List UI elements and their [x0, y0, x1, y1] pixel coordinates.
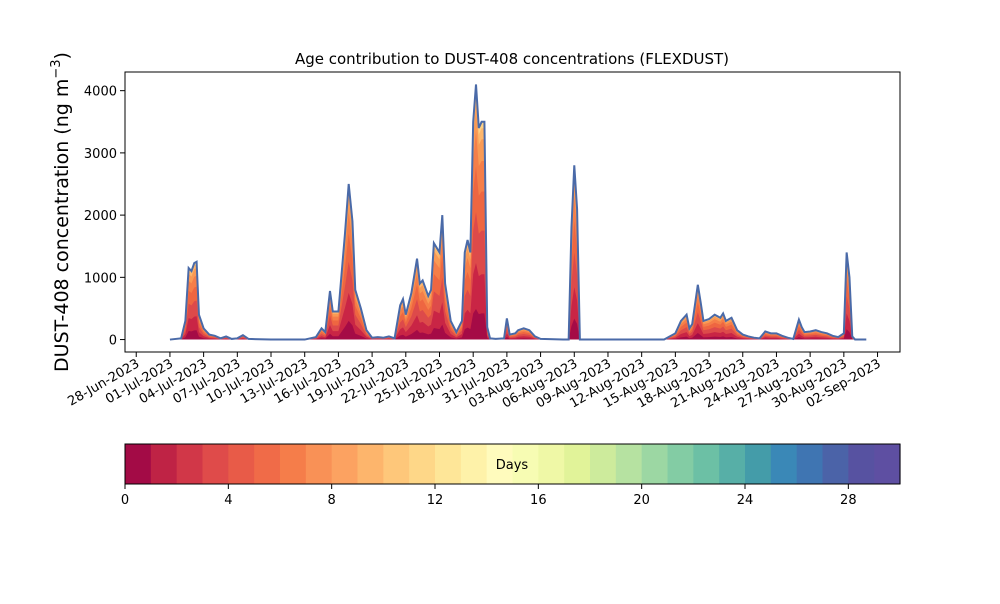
colorbar-segment — [693, 444, 720, 484]
plot-frame — [124, 71, 901, 353]
y-tick-label: 1000 — [84, 271, 117, 286]
colorbar-tick-label: 4 — [224, 493, 232, 508]
colorbar-segment — [822, 444, 849, 484]
colorbar-segment — [564, 444, 591, 484]
y-tick-label: 2000 — [84, 209, 117, 224]
y-axis-label-main: DUST-408 concentration (ng m — [51, 79, 73, 372]
plot-area — [169, 84, 867, 341]
colorbar-segment — [874, 444, 901, 484]
y-tick-label: 0 — [109, 334, 117, 349]
colorbar-segment — [667, 444, 694, 484]
total-series-line — [169, 84, 867, 341]
colorbar-tick-label: 12 — [427, 493, 444, 508]
x-axis: 28-Jun-202301-Jul-202304-Jul-202307-Jul-… — [65, 352, 884, 412]
colorbar-ticks: 0 4 8 12 16 20 24 28 — [121, 484, 857, 508]
colorbar-segment — [409, 444, 436, 484]
colorbar-segment — [228, 444, 255, 484]
age-band-area-4 — [169, 130, 867, 340]
colorbar-segment — [770, 444, 798, 484]
colorbar-segment — [357, 444, 384, 484]
colorbar-segment — [848, 444, 875, 484]
colorbar-label: Days — [496, 458, 529, 473]
colorbar-tick-label: 20 — [633, 493, 650, 508]
colorbar-segment — [202, 444, 229, 484]
y-tick-label: 3000 — [84, 147, 117, 162]
colorbar-segment — [435, 444, 462, 484]
age-band-area-5 — [169, 104, 867, 340]
chart-title: Age contribution to DUST-408 concentrati… — [295, 50, 729, 68]
age-band-area-6 — [169, 92, 867, 340]
age-band-area-0 — [169, 308, 867, 340]
colorbar-tick-label: 0 — [121, 493, 129, 508]
age-band-area-3 — [169, 166, 867, 340]
colorbar-segment — [486, 444, 514, 484]
colorbar-segment — [538, 444, 565, 484]
colorbar-tick-label: 16 — [530, 493, 547, 508]
colorbar-segment — [512, 444, 539, 484]
colorbar-segment — [280, 444, 307, 484]
age-band-area-7 — [169, 84, 867, 340]
colorbar-segment — [745, 444, 772, 484]
colorbar-segment — [305, 444, 333, 484]
colorbar-segment — [615, 444, 643, 484]
colorbar-segment — [176, 444, 204, 484]
colorbar-segment — [150, 444, 178, 484]
colorbar-segment — [254, 444, 281, 484]
colorbar-tick-label: 24 — [737, 493, 754, 508]
colorbar-tick-label: 8 — [328, 493, 336, 508]
colorbar-segment — [641, 444, 669, 484]
colorbar-segment — [590, 444, 617, 484]
colorbar-segment — [125, 444, 152, 484]
colorbar — [125, 444, 901, 484]
colorbar-segment — [383, 444, 410, 484]
age-band-area-2 — [169, 212, 867, 340]
y-axis: 0 1000 2000 3000 4000 — [84, 85, 125, 349]
age-band-area-1 — [169, 263, 867, 340]
colorbar-frame — [124, 443, 901, 485]
y-axis-label-sup: −3 — [49, 59, 64, 78]
svg-text:DUST-408 concentration (ng m−3: DUST-408 concentration (ng m−3) — [49, 52, 73, 372]
colorbar-segment — [460, 444, 488, 484]
colorbar-segment — [331, 444, 359, 484]
colorbar-tick-label: 28 — [840, 493, 857, 508]
colorbar-segment — [796, 444, 824, 484]
y-axis-label: DUST-408 concentration (ng m−3) — [49, 52, 73, 372]
y-tick-label: 4000 — [84, 85, 117, 100]
colorbar-segment — [719, 444, 746, 484]
y-axis-label-close: ) — [51, 52, 73, 59]
